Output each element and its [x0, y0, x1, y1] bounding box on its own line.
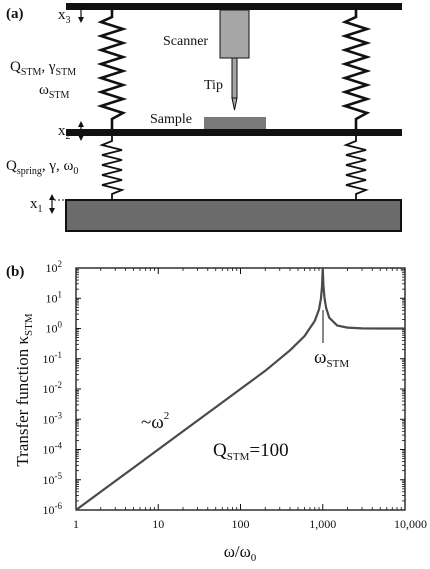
x-axis: 1 10 100 1,000 10,000 [73, 268, 427, 531]
lower-spring-left [99, 136, 125, 200]
x1-marker: x1 [30, 194, 66, 215]
tip-apex [231, 97, 238, 111]
q-annotation: QSTM=100 [213, 440, 289, 463]
x-tick-label: 10,000 [394, 517, 427, 531]
panel-b-label: (b) [6, 264, 24, 280]
tip-label: Tip [204, 78, 223, 93]
x2-label: x2 [58, 123, 71, 142]
y-tick-label: 100 [46, 320, 63, 336]
panel-a: (a) Scanner Tip Sample x3 x [6, 3, 402, 232]
peak-annotation: ωSTM [314, 347, 349, 370]
sample-label: Sample [150, 112, 192, 127]
y-tick-label: 102 [46, 259, 63, 275]
top-plate [66, 3, 402, 10]
y-tick-label: 10-1 [43, 350, 63, 366]
upper-spring-params-line1: QSTM, γSTM [10, 59, 76, 78]
middle-plate [66, 129, 402, 136]
scanner-label: Scanner [163, 34, 208, 49]
y-axis: 10-6 10-5 10-4 10-3 10-2 10-1 100 101 102 [43, 259, 405, 517]
y-tick-label: 10-4 [43, 441, 63, 457]
base-block [65, 199, 402, 232]
series-layer [75, 266, 405, 511]
x-tick-label: 100 [232, 517, 250, 531]
y-tick-label: 10-3 [43, 410, 63, 426]
y-tick-label: 101 [46, 289, 63, 305]
lower-spring-right [343, 136, 369, 200]
lower-spring-params: Qspring, γ, ω0 [6, 158, 78, 177]
tip-shaft [231, 57, 238, 99]
scanner-body [219, 9, 250, 59]
x3-label: x3 [58, 7, 71, 26]
x-axis-title: ω/ω0 [224, 542, 257, 564]
sample-block [204, 117, 266, 129]
y-tick-label: 10-6 [43, 501, 63, 517]
transfer-function-curve [75, 266, 405, 511]
x-tick-label: 1,000 [309, 517, 336, 531]
x-tick-label: 10 [152, 517, 164, 531]
upper-spring-left [96, 10, 128, 129]
panel-a-label: (a) [6, 6, 24, 22]
x3-marker: x3 [58, 3, 97, 26]
y-tick-label: 10-2 [43, 380, 63, 396]
upper-spring-right [340, 10, 372, 129]
upper-spring-params-line2: ωSTM [39, 82, 70, 101]
y-tick-label: 10-5 [43, 471, 63, 487]
x2-marker: x2 [58, 121, 97, 142]
slope-annotation: ~ω2 [141, 410, 169, 433]
y-axis-title: Transfer function κSTM [13, 313, 35, 467]
x-tick-label: 1 [73, 517, 79, 531]
x1-label: x1 [30, 196, 43, 215]
